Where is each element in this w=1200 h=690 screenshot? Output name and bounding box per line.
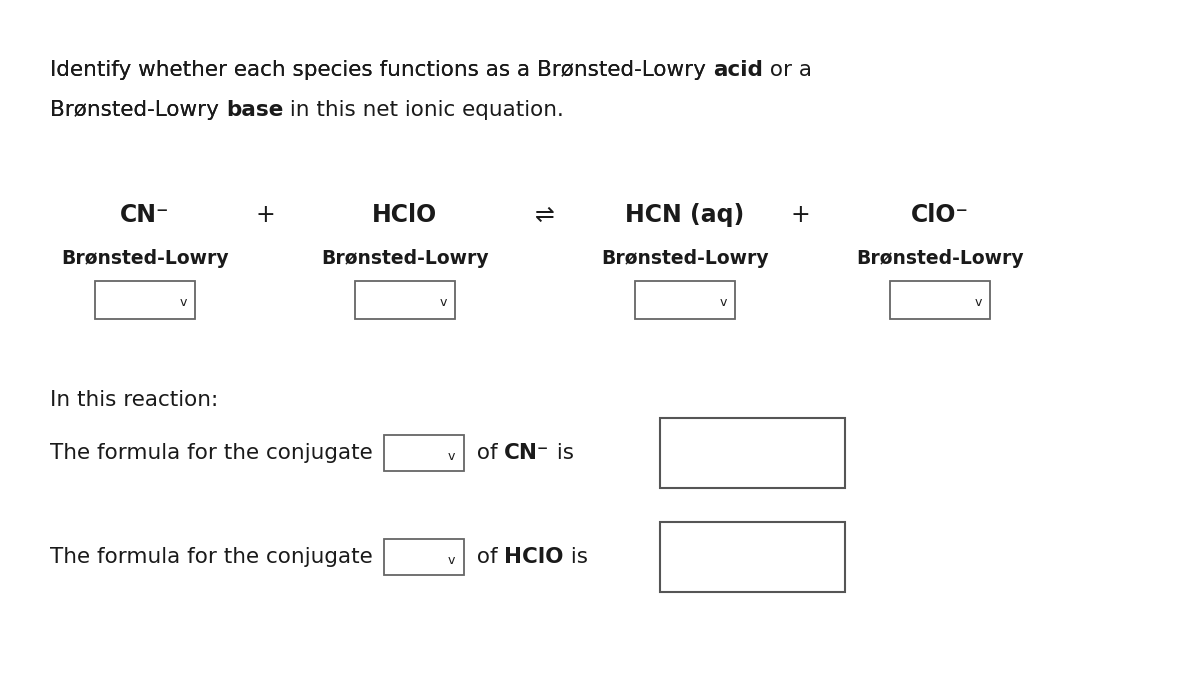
FancyBboxPatch shape [95,281,194,319]
Text: Brønsted-Lowry: Brønsted-Lowry [61,248,229,268]
Text: CN⁻: CN⁻ [120,203,169,227]
Text: in this net ionic equation.: in this net ionic equation. [283,100,564,120]
Text: ⇌: ⇌ [535,203,554,227]
Text: of: of [469,547,504,567]
Text: is: is [550,443,574,463]
Text: CN⁻: CN⁻ [504,443,550,463]
Text: v: v [179,297,187,310]
FancyBboxPatch shape [384,539,463,575]
FancyBboxPatch shape [660,522,845,592]
Text: of: of [469,443,504,463]
Text: Brønsted-Lowry: Brønsted-Lowry [50,100,226,120]
Text: Brønsted-Lowry: Brønsted-Lowry [856,248,1024,268]
Text: +: + [256,203,275,227]
Text: is: is [564,547,588,567]
Text: ClO⁻: ClO⁻ [911,203,970,227]
Text: v: v [448,449,455,462]
Text: +: + [790,203,810,227]
Text: Brønsted-Lowry: Brønsted-Lowry [601,248,769,268]
FancyBboxPatch shape [660,418,845,488]
Text: In this reaction:: In this reaction: [50,390,218,410]
Text: The formula for the conjugate: The formula for the conjugate [50,547,379,567]
Text: base: base [226,100,283,120]
Text: Identify whether each species functions as a Brønsted-Lowry: Identify whether each species functions … [50,60,713,80]
FancyBboxPatch shape [355,281,455,319]
Text: Brønsted-Lowry: Brønsted-Lowry [322,248,488,268]
Text: or a: or a [763,60,811,80]
Text: v: v [719,297,727,310]
Text: v: v [439,297,446,310]
Text: Identify whether each species functions as a Brønsted-Lowry: Identify whether each species functions … [50,60,713,80]
Text: acid: acid [713,60,763,80]
Text: HClO: HClO [372,203,438,227]
FancyBboxPatch shape [635,281,734,319]
Text: v: v [974,297,982,310]
FancyBboxPatch shape [890,281,990,319]
Text: HCN (aq): HCN (aq) [625,203,745,227]
FancyBboxPatch shape [384,435,463,471]
Text: v: v [448,553,455,566]
Text: The formula for the conjugate: The formula for the conjugate [50,443,379,463]
Text: HClO: HClO [504,547,564,567]
Text: Brønsted-Lowry: Brønsted-Lowry [50,100,226,120]
